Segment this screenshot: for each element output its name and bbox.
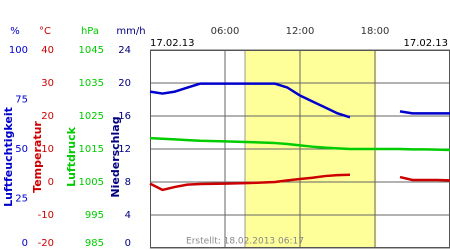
y-tick-label: 100 bbox=[9, 45, 28, 56]
y-tick-label: 30 bbox=[41, 78, 54, 89]
x-tick-label: 18:00 bbox=[361, 26, 390, 37]
y-tick-label: -20 bbox=[38, 238, 54, 249]
y-tick-label: 8 bbox=[125, 177, 131, 188]
y-tick-label: 20 bbox=[118, 78, 131, 89]
series-line bbox=[149, 136, 450, 152]
footer: Erstellt: 18.02.2013 06:17 bbox=[186, 237, 304, 247]
axis-title: Luftfeuchtigkeit bbox=[2, 107, 15, 207]
y-tick-label: 24 bbox=[118, 45, 131, 56]
date-left: 17.02.13 bbox=[150, 38, 195, 49]
y-tick-label: -10 bbox=[38, 210, 54, 221]
axis-title: Temperatur bbox=[31, 121, 44, 193]
y-tick-label: 0 bbox=[125, 238, 131, 249]
y-tick-label: 1005 bbox=[79, 177, 104, 188]
x-tick-label: 06:00 bbox=[211, 26, 240, 37]
y-tick-label: 20 bbox=[41, 111, 54, 122]
date-right: 17.02.13 bbox=[403, 38, 448, 49]
y-tick-label: 0 bbox=[48, 177, 54, 188]
x-tick-label: 12:00 bbox=[286, 26, 315, 37]
y-tick-label: 50 bbox=[15, 144, 28, 155]
y-tick-label: 4 bbox=[125, 210, 131, 221]
axis-unit: mm/h bbox=[116, 26, 145, 37]
y-tick-label: 25 bbox=[15, 194, 28, 205]
axis-unit: % bbox=[10, 26, 20, 37]
y-tick-label: 16 bbox=[118, 111, 131, 122]
axis-title: Niederschlag bbox=[109, 116, 122, 197]
axis-unit: hPa bbox=[81, 26, 99, 37]
series-line bbox=[149, 82, 450, 119]
axis-unit: °C bbox=[39, 26, 51, 37]
y-tick-label: 12 bbox=[118, 144, 131, 155]
y-tick-label: 0 bbox=[22, 238, 28, 249]
y-tick-label: 10 bbox=[41, 144, 54, 155]
series-line bbox=[149, 173, 450, 192]
axis-title: Luftdruck bbox=[65, 126, 78, 187]
y-tick-label: 1025 bbox=[79, 111, 104, 122]
y-tick-label: 995 bbox=[85, 210, 104, 221]
y-tick-label: 985 bbox=[85, 238, 104, 249]
y-tick-label: 75 bbox=[15, 95, 28, 106]
y-tick-label: 1015 bbox=[79, 144, 104, 155]
y-tick-label: 40 bbox=[41, 45, 54, 56]
y-tick-label: 1045 bbox=[79, 45, 104, 56]
y-tick-label: 1035 bbox=[79, 78, 104, 89]
